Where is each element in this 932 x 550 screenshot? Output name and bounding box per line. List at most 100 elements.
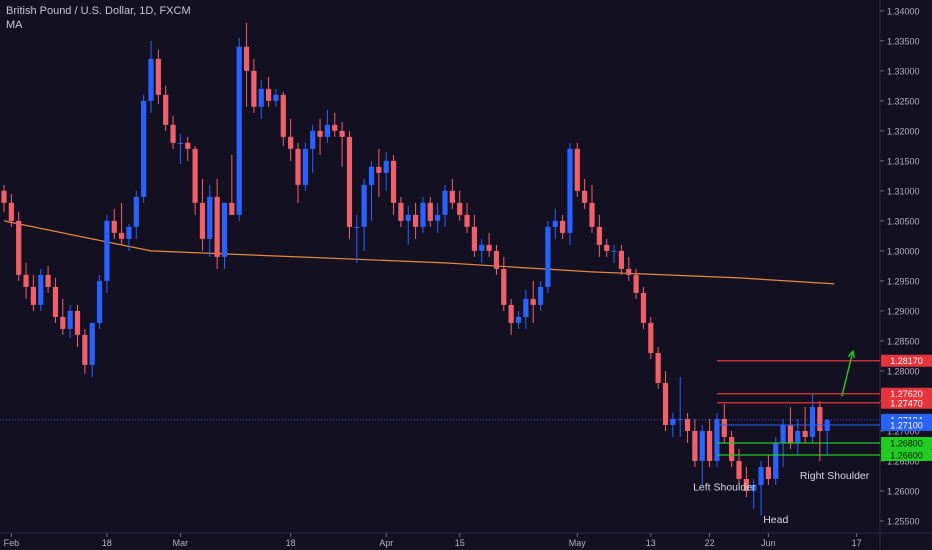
candle-down xyxy=(280,94,286,137)
support-price-tag: 1.26800 xyxy=(890,438,923,448)
candle-down xyxy=(802,430,808,437)
price-line-tag-bg xyxy=(881,418,932,431)
candle-up xyxy=(758,466,764,485)
candle-up xyxy=(552,220,558,227)
candle-down xyxy=(530,298,536,305)
resistance-price-tag: 1.27620 xyxy=(890,389,923,399)
candle-up xyxy=(420,202,426,227)
candle-down xyxy=(692,430,698,461)
candle-down xyxy=(346,136,353,227)
candle-down xyxy=(295,148,301,185)
resistance-price-tag-bg xyxy=(881,354,932,367)
candle-up xyxy=(207,196,213,239)
candle-down xyxy=(199,202,206,239)
candle-up xyxy=(442,190,448,215)
candle-down xyxy=(111,220,117,233)
candle-up xyxy=(537,286,544,305)
projection-arrow xyxy=(841,350,854,397)
candle-down xyxy=(787,424,794,443)
candle-up xyxy=(523,298,529,317)
y-tick-label: 1.28000 xyxy=(887,366,920,376)
candle-down xyxy=(60,316,66,329)
candle-down xyxy=(449,190,455,203)
candle-up xyxy=(368,166,375,185)
candle-up xyxy=(258,88,264,107)
y-tick-label: 1.33500 xyxy=(887,36,920,46)
candle-down xyxy=(30,286,36,305)
x-tick-label: 18 xyxy=(286,538,296,548)
candle-up xyxy=(780,424,786,443)
candle-down xyxy=(684,418,691,431)
candle-down xyxy=(501,268,507,305)
candle-down xyxy=(288,136,294,149)
candle-down xyxy=(618,250,624,269)
y-tick-label: 1.26500 xyxy=(887,456,920,466)
y-tick-label: 1.32000 xyxy=(887,126,920,136)
candle-down xyxy=(214,196,220,257)
candle-up xyxy=(824,420,830,431)
x-tick-label: 18 xyxy=(102,538,112,548)
candle-down xyxy=(82,334,88,365)
candle-down xyxy=(596,226,602,245)
candle-up xyxy=(126,226,132,239)
y-tick-label: 1.31000 xyxy=(887,186,920,196)
candle-down xyxy=(332,124,338,131)
candle-down xyxy=(736,460,742,479)
candle-down xyxy=(640,292,647,323)
candle-up xyxy=(361,184,367,227)
candle-down xyxy=(119,232,125,239)
candle-down xyxy=(464,214,470,227)
candle-up xyxy=(67,310,73,329)
candle-up xyxy=(435,214,441,221)
candle-up xyxy=(405,214,411,221)
candle-down xyxy=(427,202,433,221)
candle-up xyxy=(809,406,816,437)
support-price-tag-bg xyxy=(881,436,932,449)
indicator-label[interactable]: MA xyxy=(6,19,23,31)
x-tick-label: 17 xyxy=(852,538,862,548)
x-tick-label: 13 xyxy=(646,538,656,548)
candle-down xyxy=(626,268,632,275)
candle-up xyxy=(354,226,360,228)
candle-up xyxy=(773,442,779,479)
candle-down xyxy=(45,274,51,287)
y-tick-label: 1.30000 xyxy=(887,246,920,256)
candle-down xyxy=(52,286,59,317)
candle-up xyxy=(273,94,279,101)
candle-up xyxy=(96,280,103,323)
candle-down xyxy=(508,304,514,323)
candle-down xyxy=(170,124,176,143)
candle-down xyxy=(648,322,654,353)
candle-down xyxy=(23,274,29,287)
pattern-annotation: Left Shoulder xyxy=(693,481,756,493)
candle-up xyxy=(221,202,228,257)
resistance-price-tag-bg xyxy=(881,396,932,409)
candle-up xyxy=(236,46,242,215)
candle-down xyxy=(721,418,727,437)
pattern-annotation: Head xyxy=(763,514,788,526)
candle-down xyxy=(266,88,272,101)
x-tick-label: Feb xyxy=(4,538,20,548)
support-price-tag: 1.26600 xyxy=(890,450,923,460)
candle-down xyxy=(707,430,713,461)
candle-down xyxy=(251,70,257,107)
support-price-tag-bg xyxy=(881,448,932,461)
candle-up xyxy=(89,322,95,365)
candle-up xyxy=(383,160,389,173)
candle-down xyxy=(574,148,580,191)
y-tick-label: 1.31500 xyxy=(887,156,920,166)
x-tick-label: Jun xyxy=(761,538,776,548)
x-tick-label: 15 xyxy=(455,538,465,548)
candle-down xyxy=(317,130,323,137)
y-tick-label: 1.28500 xyxy=(887,336,920,346)
candle-up xyxy=(148,58,154,101)
chart-title: British Pound / U.S. Dollar, 1D, FXCM xyxy=(6,5,191,17)
candle-up xyxy=(677,418,683,420)
candle-up xyxy=(611,250,617,252)
candle-up xyxy=(670,418,676,425)
resistance-price-tag-bg xyxy=(881,387,932,400)
y-tick-label: 1.32500 xyxy=(887,96,920,106)
candle-up xyxy=(324,124,330,137)
candle-up xyxy=(177,142,183,144)
